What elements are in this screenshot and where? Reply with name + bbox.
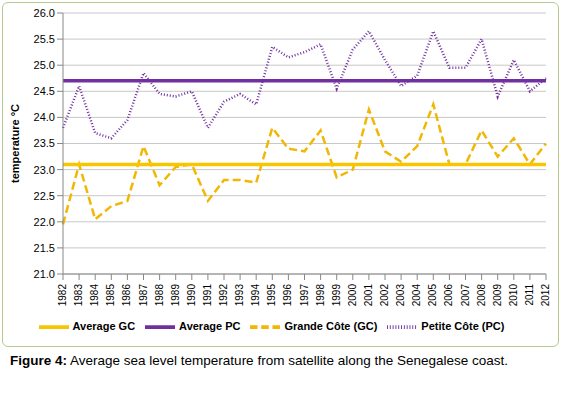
html-text:Grande Côte (GC): Grande Côte (GC) <box>284 319 378 332</box>
svg-text:24.5: 24.5 <box>34 85 55 97</box>
svg-text:2008: 2008 <box>476 284 487 307</box>
html-text:Figure 4: Average sea level te: Figure 4: Average sea level temperature … <box>10 353 508 368</box>
svg-text:2001: 2001 <box>363 284 374 307</box>
svg-text:2006: 2006 <box>444 284 455 307</box>
svg-text:1992: 1992 <box>218 284 229 307</box>
svg-text:2000: 2000 <box>347 284 358 307</box>
html-text:Average PC: Average PC <box>179 319 241 332</box>
svg-text:2007: 2007 <box>460 284 471 307</box>
svg-text:2003: 2003 <box>395 284 406 307</box>
svg-text:1995: 1995 <box>266 284 277 307</box>
svg-text:2012: 2012 <box>540 284 551 307</box>
svg-text:1983: 1983 <box>73 284 84 307</box>
svg-text:2009: 2009 <box>492 284 503 307</box>
svg-text:1998: 1998 <box>315 284 326 307</box>
svg-text:21.5: 21.5 <box>34 242 55 254</box>
svg-text:1990: 1990 <box>186 284 197 307</box>
svg-text:1987: 1987 <box>138 284 149 307</box>
svg-text:22.5: 22.5 <box>34 190 55 202</box>
svg-text:1982: 1982 <box>57 284 68 307</box>
svg-text:1984: 1984 <box>89 284 100 307</box>
svg-text:23.0: 23.0 <box>34 164 55 176</box>
svg-text:1991: 1991 <box>202 284 213 307</box>
svg-text:1988: 1988 <box>154 284 165 307</box>
svg-text:2004: 2004 <box>411 284 422 307</box>
html-text:Petite Côte (PC): Petite Côte (PC) <box>421 319 505 332</box>
svg-text:1986: 1986 <box>122 284 133 307</box>
svg-text:25.0: 25.0 <box>34 59 55 71</box>
svg-text:1989: 1989 <box>170 284 181 307</box>
svg-text:2010: 2010 <box>508 284 519 307</box>
svg-text:1997: 1997 <box>299 284 310 307</box>
html-text:Average GC: Average GC <box>72 319 136 332</box>
svg-text:1996: 1996 <box>283 284 294 307</box>
svg-text:23.5: 23.5 <box>34 137 55 149</box>
svg-text:1994: 1994 <box>250 284 261 307</box>
svg-text:24.0: 24.0 <box>34 111 55 123</box>
svg-text:1993: 1993 <box>234 284 245 307</box>
svg-text:1999: 1999 <box>331 284 342 307</box>
svg-text:22.0: 22.0 <box>34 216 55 228</box>
svg-text:25.5: 25.5 <box>34 33 55 45</box>
svg-text:temperature °C: temperature °C <box>9 104 21 183</box>
svg-text:21.0: 21.0 <box>34 268 55 280</box>
svg-text:2005: 2005 <box>427 284 438 307</box>
svg-text:1985: 1985 <box>105 284 116 307</box>
svg-text:2002: 2002 <box>379 284 390 307</box>
svg-text:2011: 2011 <box>524 284 535 306</box>
svg-text:26.0: 26.0 <box>34 7 55 19</box>
